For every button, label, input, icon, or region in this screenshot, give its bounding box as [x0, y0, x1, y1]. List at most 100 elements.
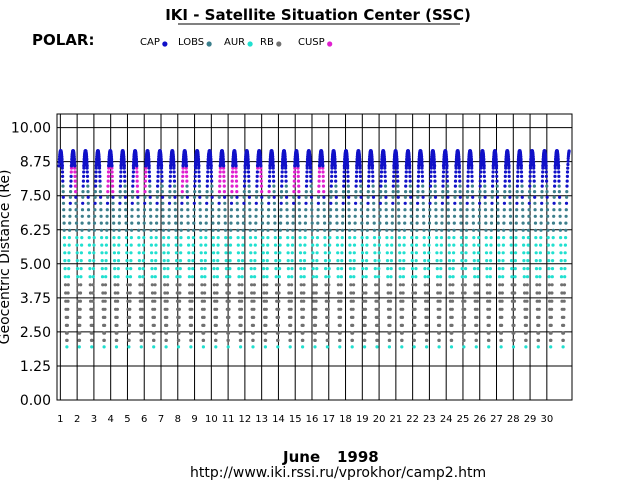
- data-point-cap: [267, 201, 271, 205]
- data-point-lobs: [148, 190, 152, 194]
- data-point-aur: [559, 236, 563, 240]
- data-point-cap: [221, 157, 225, 161]
- data-point-rb: [65, 338, 69, 342]
- data-point-rb: [324, 299, 328, 303]
- data-point-cap: [503, 170, 508, 174]
- data-point-cap: [194, 157, 198, 161]
- data-point-aur: [90, 345, 94, 349]
- data-point-aur: [501, 275, 505, 279]
- data-point-cap: [408, 179, 412, 183]
- data-point-aur: [63, 275, 67, 279]
- data-point-lobs: [396, 201, 401, 205]
- data-point-cap: [136, 195, 140, 199]
- data-point-aur: [549, 345, 553, 349]
- data-point-lobs: [334, 190, 338, 194]
- data-point-cap: [143, 201, 147, 205]
- data-point-cap: [94, 179, 98, 183]
- data-point-rb: [547, 291, 552, 295]
- data-point-lobs: [552, 214, 556, 218]
- data-point-lobs: [409, 214, 413, 218]
- data-point-cap: [198, 195, 202, 199]
- data-point-aur: [439, 243, 443, 247]
- data-point-rb: [115, 331, 119, 335]
- data-point-aur: [451, 275, 455, 279]
- data-point-aur: [472, 236, 476, 240]
- data-point-lobs: [433, 184, 437, 188]
- data-point-cap: [172, 179, 177, 183]
- data-point-aur: [225, 275, 229, 279]
- data-point-rb: [113, 291, 117, 295]
- data-point-cap: [417, 160, 421, 164]
- data-point-rb: [463, 307, 467, 311]
- data-point-rb: [488, 299, 492, 303]
- data-point-aur: [385, 236, 389, 240]
- data-point-cap: [342, 160, 347, 164]
- data-point-rb: [488, 291, 492, 295]
- data-point-lobs: [161, 201, 165, 205]
- data-point-cap: [419, 154, 424, 159]
- data-point-lobs: [483, 190, 487, 194]
- data-point-cusp: [292, 179, 296, 183]
- data-point-cap: [122, 154, 126, 159]
- data-point-cap: [193, 170, 197, 174]
- data-point-cap: [60, 154, 64, 159]
- data-point-rb: [103, 299, 107, 303]
- data-point-rb: [324, 283, 328, 287]
- data-point-aur: [92, 251, 96, 255]
- x-tick-label: 30: [540, 414, 553, 425]
- data-point-lobs: [539, 228, 543, 232]
- data-point-lobs: [539, 221, 543, 225]
- data-point-lobs: [186, 221, 190, 225]
- data-point-lobs: [335, 221, 339, 225]
- data-point-aur: [397, 243, 402, 247]
- data-point-cusp: [73, 179, 77, 183]
- data-point-aur: [449, 345, 454, 349]
- data-point-lobs: [93, 208, 97, 212]
- data-point-aur: [427, 251, 431, 255]
- data-point-lobs: [75, 228, 79, 232]
- data-point-cap: [520, 195, 524, 199]
- data-point-aur: [286, 267, 290, 271]
- data-point-lobs: [465, 195, 469, 199]
- data-point-lobs: [346, 190, 351, 194]
- data-point-cap: [354, 174, 359, 178]
- data-point-cap: [194, 160, 198, 164]
- data-point-rb: [202, 307, 206, 311]
- data-point-aur: [178, 259, 183, 263]
- data-point-cap: [379, 174, 383, 178]
- data-point-aur: [425, 345, 429, 349]
- data-point-rb: [276, 323, 280, 327]
- data-point-rb: [78, 307, 82, 311]
- data-point-cap: [243, 174, 247, 178]
- data-point-cap: [193, 179, 197, 183]
- data-point-rb: [90, 323, 94, 327]
- data-point-cap: [234, 164, 238, 168]
- data-point-rb: [450, 323, 454, 327]
- data-point-aur: [336, 267, 340, 271]
- data-point-lobs: [142, 208, 147, 212]
- data-point-rb: [66, 315, 70, 319]
- data-point-aur: [311, 259, 315, 263]
- data-point-aur: [237, 259, 241, 263]
- data-point-lobs: [378, 214, 382, 218]
- data-point-lobs: [546, 221, 550, 225]
- data-point-aur: [534, 236, 538, 240]
- data-point-lobs: [409, 201, 413, 205]
- data-point-aur: [63, 243, 67, 247]
- data-point-aur: [149, 243, 153, 247]
- data-point-aur: [559, 267, 563, 271]
- data-point-lobs: [118, 208, 122, 212]
- data-point-aur: [125, 251, 129, 255]
- data-point-lobs: [383, 184, 388, 188]
- data-point-lobs: [185, 184, 189, 188]
- data-point-cap: [495, 170, 499, 174]
- data-point-aur: [353, 236, 357, 240]
- data-point-lobs: [304, 214, 308, 218]
- data-point-aur: [112, 251, 116, 255]
- data-point-aur: [191, 236, 195, 240]
- data-point-lobs: [346, 184, 350, 188]
- data-point-lobs: [186, 201, 190, 205]
- data-point-lobs: [565, 190, 569, 194]
- data-point-aur: [303, 251, 307, 255]
- x-axis-month: June: [282, 448, 320, 466]
